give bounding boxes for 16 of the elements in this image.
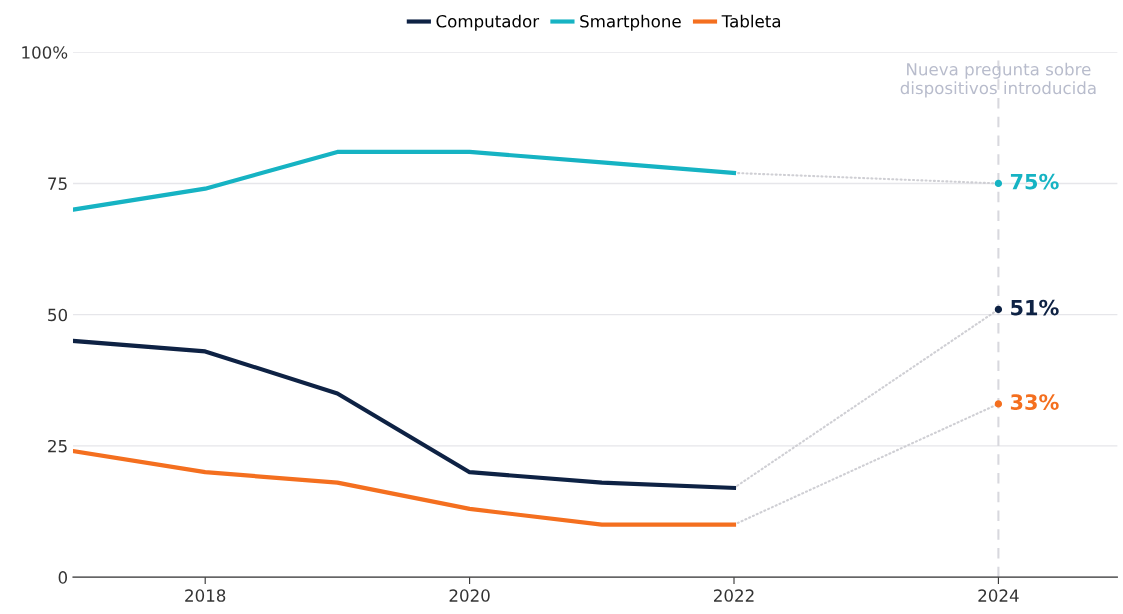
y-tick-label: 75 <box>48 177 67 190</box>
legend-label: Tableta <box>721 14 781 28</box>
x-tick-label: 2020 <box>449 589 490 602</box>
data-label: 75% <box>1010 173 1059 190</box>
y-tick-label: 100% <box>22 46 68 59</box>
x-tick-label: 2022 <box>714 589 754 602</box>
ref-line-label: Nueva pregunta sobre dispositivos introducida <box>900 62 1096 98</box>
y-tick-label: 25 <box>48 439 67 453</box>
legend-label: Smartphone <box>580 14 681 31</box>
legend-label: Computador <box>436 14 540 31</box>
x-tick-label: 2024 <box>978 589 1019 602</box>
x-tick-label: 2018 <box>185 589 226 602</box>
y-tick-label: 0 <box>58 571 68 584</box>
data-label: 51% <box>1011 299 1059 316</box>
y-tick-label: 50 <box>48 308 68 322</box>
data-label: 33% <box>1010 394 1059 410</box>
